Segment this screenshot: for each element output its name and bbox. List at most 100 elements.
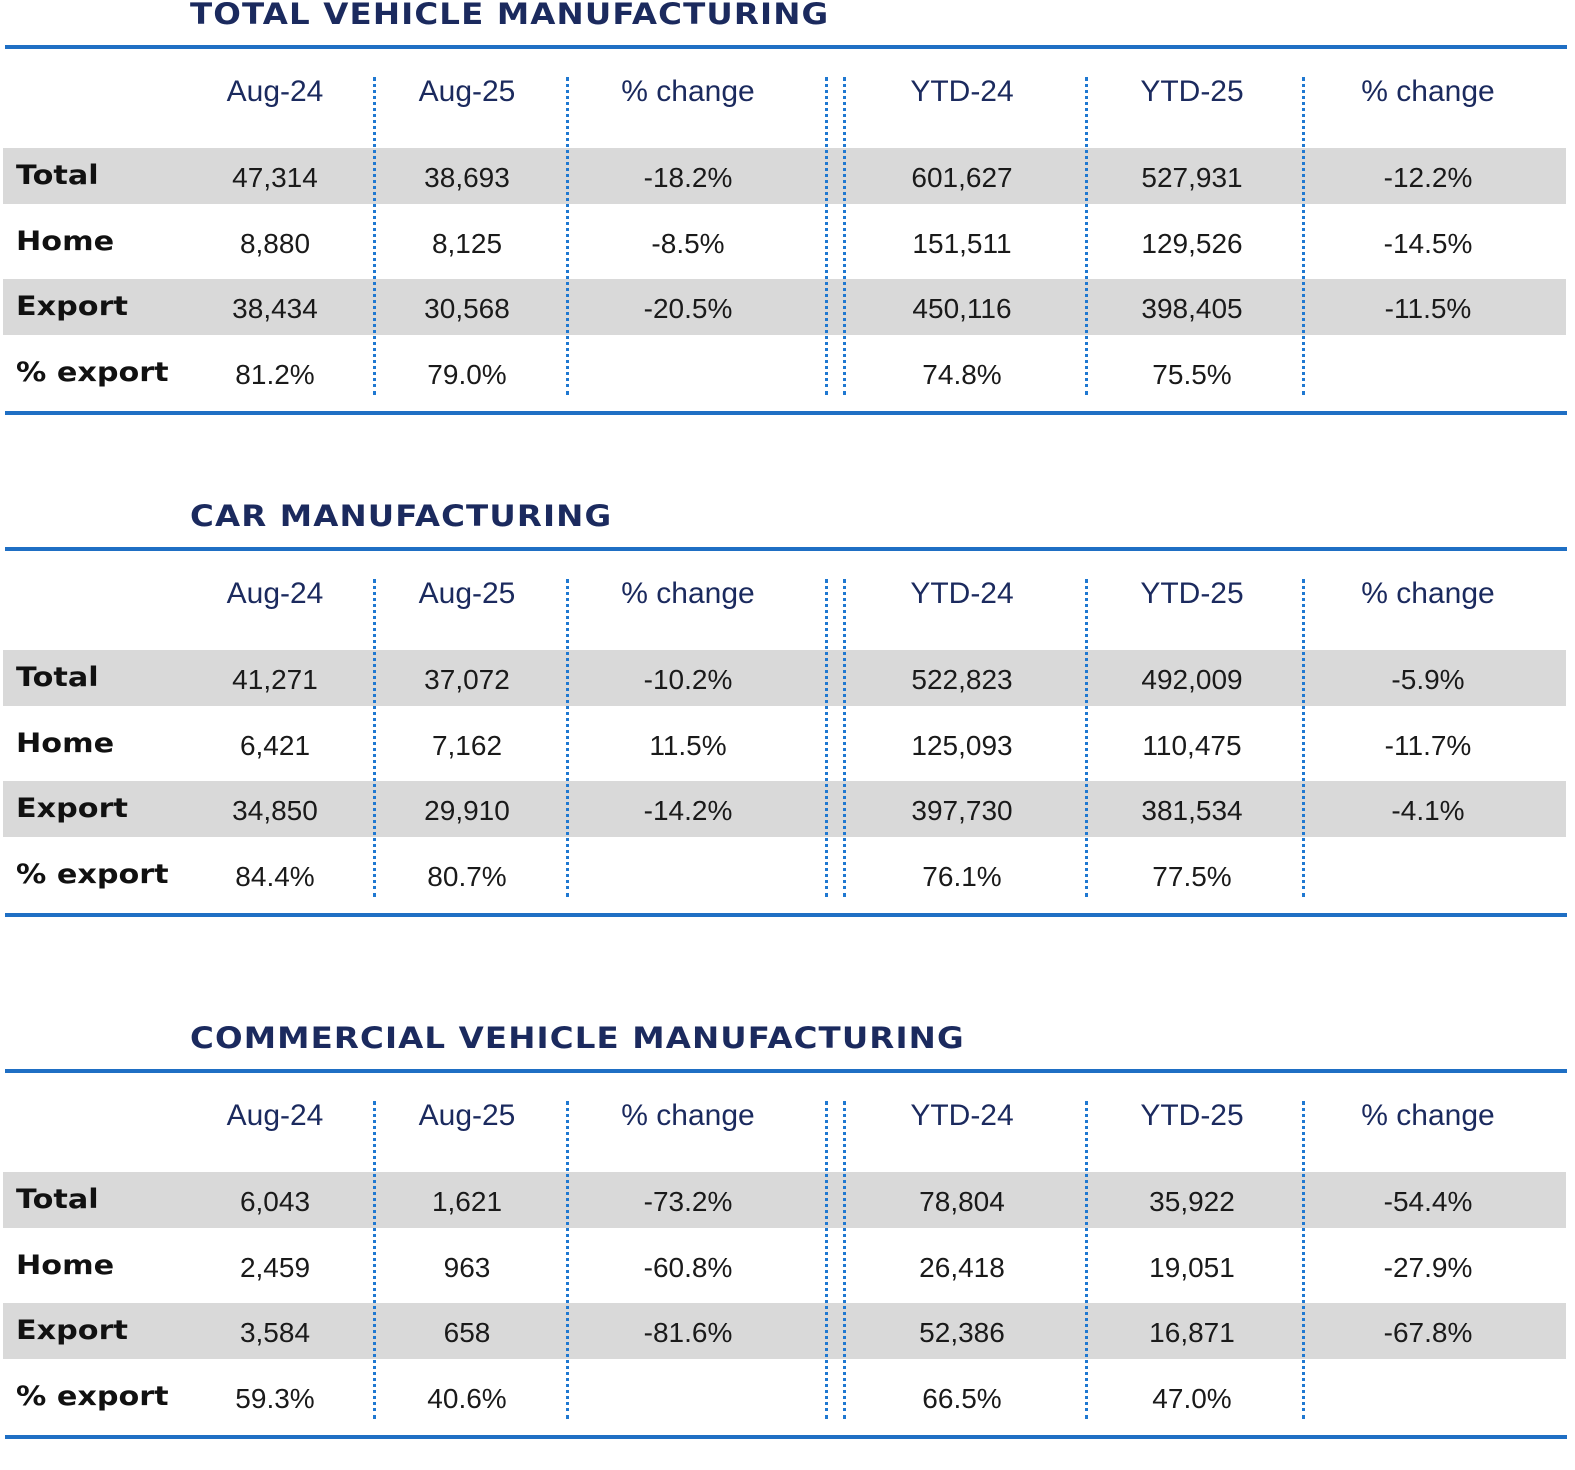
column-header: Aug-24 — [226, 75, 324, 108]
table-cell: 80.7% — [427, 860, 507, 892]
table-cell: -14.2% — [643, 795, 733, 826]
table-cell: 38,693 — [424, 162, 510, 193]
table-cell: -11.5% — [1384, 293, 1472, 324]
column-header: YTD-24 — [910, 1099, 1014, 1132]
row-label: Export — [16, 793, 128, 824]
top-rule — [5, 547, 1567, 551]
table-cell: -67.8% — [1383, 1317, 1473, 1348]
table-row — [3, 148, 1566, 204]
top-rule — [5, 45, 1567, 49]
table-cell: 66.5% — [922, 1382, 1002, 1414]
table-cell: 52,386 — [919, 1317, 1005, 1348]
column-header: % change — [1361, 75, 1495, 108]
table-cell: 658 — [443, 1317, 491, 1348]
table-cell: 34,850 — [232, 795, 318, 826]
section-title: TOTAL VEHICLE MANUFACTURING — [190, 0, 830, 31]
section-title: CAR MANUFACTURING — [190, 499, 613, 533]
table-cell: 492,009 — [1141, 664, 1243, 695]
row-label: Home — [16, 1249, 115, 1281]
table-cell: 125,093 — [911, 729, 1013, 761]
row-label: Export — [16, 291, 128, 322]
column-header: % change — [1361, 577, 1495, 610]
table-cell: -18.2% — [643, 162, 733, 193]
bottom-rule — [5, 913, 1567, 917]
column-divider — [1302, 579, 1305, 897]
table-cell: 6,421 — [239, 729, 311, 761]
table-cell: -4.1% — [1391, 795, 1465, 826]
table-cell: 19,051 — [1149, 1251, 1235, 1283]
table-cell: 35,922 — [1149, 1186, 1235, 1217]
table-cell: -11.7% — [1384, 729, 1472, 761]
column-divider — [1085, 1101, 1088, 1419]
column-divider — [566, 77, 569, 395]
column-divider — [1085, 579, 1088, 897]
table-row — [3, 279, 1566, 335]
table-cell: 16,871 — [1149, 1317, 1235, 1348]
table-row — [3, 1172, 1566, 1228]
table-cell: 47.0% — [1152, 1382, 1232, 1414]
table-cell: 79.0% — [427, 358, 507, 390]
table-cell: 75.5% — [1152, 358, 1232, 390]
table-cell: 7,162 — [431, 729, 503, 761]
table-cell: 397,730 — [911, 795, 1013, 826]
table-cell: -54.4% — [1383, 1186, 1473, 1217]
table-cell: -20.5% — [643, 293, 733, 324]
table-cell: -8.5% — [651, 227, 725, 259]
column-header: Aug-24 — [226, 577, 324, 610]
row-label: Export — [16, 1315, 128, 1346]
table-cell: -14.5% — [1383, 227, 1473, 259]
table-cell: 59.3% — [235, 1382, 315, 1414]
table-cell: 1,621 — [431, 1186, 503, 1217]
table-cell: 81.2% — [235, 358, 315, 390]
table-cell: 38,434 — [232, 293, 318, 324]
table-cell: 8,125 — [431, 227, 503, 259]
section-title: COMMERCIAL VEHICLE MANUFACTURING — [190, 1021, 965, 1055]
table-cell: 110,475 — [1142, 729, 1242, 761]
table-cell: 3,584 — [239, 1317, 311, 1348]
table-cell: -5.9% — [1391, 664, 1465, 695]
table-cell: 601,627 — [911, 162, 1013, 193]
table-cell: -27.9% — [1383, 1251, 1473, 1283]
table-cell: 398,405 — [1141, 293, 1243, 324]
table-cell: 129,526 — [1141, 227, 1243, 259]
row-label: % export — [16, 858, 169, 890]
bottom-rule — [5, 411, 1567, 415]
table-cell: 37,072 — [424, 664, 510, 695]
column-header: Aug-25 — [418, 577, 516, 610]
table-cell: 522,823 — [911, 664, 1013, 695]
column-header: Aug-25 — [418, 75, 516, 108]
column-divider — [825, 579, 828, 897]
column-divider — [843, 579, 846, 897]
column-header: Aug-25 — [418, 1099, 516, 1132]
table-cell: 77.5% — [1152, 860, 1232, 892]
table-cell: 84.4% — [235, 860, 315, 892]
table-cell: 963 — [443, 1251, 491, 1283]
column-divider — [843, 77, 846, 395]
table-cell: 381,534 — [1141, 795, 1243, 826]
table-cell: 30,568 — [424, 293, 510, 324]
table-cell: 41,271 — [232, 664, 318, 695]
column-header: % change — [621, 577, 755, 610]
row-label: % export — [16, 356, 169, 388]
column-divider — [566, 1101, 569, 1419]
table-cell: -60.8% — [643, 1251, 733, 1283]
column-header: YTD-24 — [910, 577, 1014, 610]
column-header: YTD-24 — [910, 75, 1014, 108]
column-divider — [1085, 77, 1088, 395]
table-cell: 26,418 — [919, 1251, 1005, 1283]
table-row — [3, 650, 1566, 706]
column-divider — [1302, 77, 1305, 395]
table-cell: 78,804 — [919, 1186, 1005, 1217]
table-cell: 527,931 — [1141, 162, 1243, 193]
column-divider — [373, 1101, 376, 1419]
column-divider — [566, 579, 569, 897]
column-divider — [825, 1101, 828, 1419]
table-cell: 450,116 — [912, 293, 1012, 324]
table-cell: 8,880 — [239, 227, 311, 259]
column-divider — [373, 579, 376, 897]
column-header: % change — [621, 1099, 755, 1132]
column-divider — [1302, 1101, 1305, 1419]
table-cell: 76.1% — [922, 860, 1002, 892]
column-divider — [843, 1101, 846, 1419]
table-cell: 47,314 — [232, 162, 318, 193]
